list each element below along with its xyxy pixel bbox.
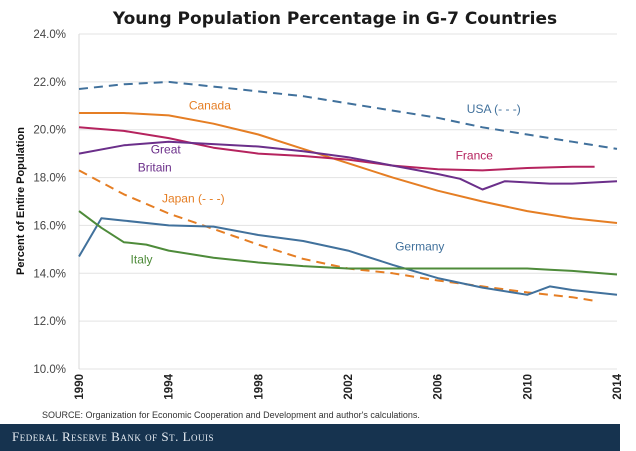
footer-banner: Federal Reserve Bank of St. Louis xyxy=(0,424,620,451)
x-tick-label: 2014 xyxy=(612,373,624,399)
series-label-usa: USA (- - -) xyxy=(467,102,521,116)
x-tick-label: 2010 xyxy=(522,374,534,400)
y-tick-label: 14.0% xyxy=(33,268,66,280)
x-axis-ticks: 1990 1994 1998 2002 2006 2010 2014 xyxy=(74,373,624,399)
series-label-canada: Canada xyxy=(189,98,231,112)
series-label-france: France xyxy=(456,149,494,163)
series-line-usa xyxy=(78,80,618,150)
series-line-france xyxy=(78,126,595,172)
series-group xyxy=(78,80,618,302)
y-tick-label: 12.0% xyxy=(33,316,66,328)
series-line-italy xyxy=(78,210,618,276)
series-line-japan xyxy=(78,169,595,302)
y-tick-label: 16.0% xyxy=(33,220,66,232)
y-axis-label: Percent of Entire Population xyxy=(15,127,27,275)
series-label-japan: Japan (- - -) xyxy=(162,192,225,206)
series-label-great-britain: Great Britain xyxy=(138,143,182,175)
y-tick-label: 20.0% xyxy=(33,125,66,137)
y-tick-label: 18.0% xyxy=(33,173,66,185)
x-tick-label: 1994 xyxy=(164,373,176,399)
series-line-canada xyxy=(79,112,618,224)
series-labels: USA (- - -) Canada France Great Britain Japan… xyxy=(131,98,521,266)
source-note: SOURCE: Organization for Economic Cooper… xyxy=(42,410,420,420)
y-tick-label: 10.0% xyxy=(33,364,66,376)
series-label-germany: Germany xyxy=(395,240,444,254)
footer-text: Federal Reserve Bank of St. Louis xyxy=(12,429,215,444)
x-tick-label: 2002 xyxy=(343,374,355,400)
series-line-germany xyxy=(78,217,618,296)
x-tick-label: 2006 xyxy=(433,374,445,400)
chart-title: Young Population Percentage in G-7 Count… xyxy=(112,9,557,29)
x-tick-label: 1998 xyxy=(253,373,265,399)
gridlines xyxy=(79,33,617,370)
y-tick-label: 22.0% xyxy=(33,77,66,89)
y-tick-label: 24.0% xyxy=(33,29,66,41)
series-label-italy: Italy xyxy=(131,253,153,267)
x-tick-label: 1990 xyxy=(74,374,86,400)
series-line-great-britain xyxy=(78,140,618,191)
y-axis-ticks: 10.0% 12.0% 14.0% 16.0% 18.0% 20.0% 22.0% 24.0% xyxy=(33,29,66,376)
